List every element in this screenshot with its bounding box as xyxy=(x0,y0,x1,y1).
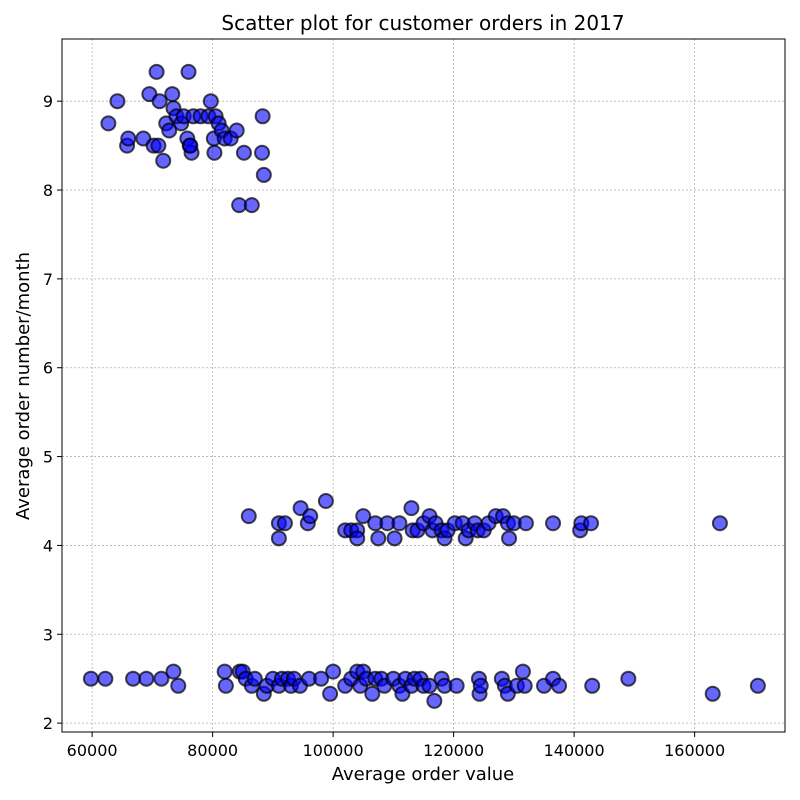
data-point xyxy=(270,530,287,547)
data-point xyxy=(254,144,271,161)
data-point xyxy=(153,670,170,687)
data-point xyxy=(255,166,272,183)
data-point xyxy=(161,122,178,139)
data-point xyxy=(180,63,197,80)
data-point xyxy=(472,677,489,694)
data-point xyxy=(240,508,257,525)
data-point xyxy=(97,670,114,687)
data-point xyxy=(206,144,223,161)
data-point xyxy=(302,508,319,525)
data-point xyxy=(584,677,601,694)
x-ticks: 60000 80000 100000 120000 140000 160000 xyxy=(67,732,725,760)
data-point xyxy=(170,677,187,694)
data-point xyxy=(322,685,339,702)
grid xyxy=(62,39,785,732)
data-point xyxy=(403,500,420,517)
data-point xyxy=(202,93,219,110)
y-tick-label: 8 xyxy=(43,181,53,200)
y-tick-label: 6 xyxy=(43,359,53,378)
data-point xyxy=(151,93,168,110)
x-tick-label: 80000 xyxy=(187,741,238,760)
x-tick-label: 60000 xyxy=(67,741,118,760)
data-point xyxy=(246,670,263,687)
x-tick-label: 120000 xyxy=(423,741,484,760)
data-point xyxy=(355,508,372,525)
data-point xyxy=(313,670,330,687)
data-point xyxy=(125,670,142,687)
data-point xyxy=(514,663,531,680)
data-point xyxy=(620,670,637,687)
data-point xyxy=(516,677,533,694)
data-point xyxy=(276,515,293,532)
data-point xyxy=(749,677,766,694)
data-point xyxy=(349,530,366,547)
data-point xyxy=(243,197,260,214)
data-point xyxy=(235,144,252,161)
y-tick-label: 7 xyxy=(43,270,53,289)
y-axis-label: Average order number/month xyxy=(13,252,34,520)
data-point xyxy=(517,515,534,532)
x-tick-label: 140000 xyxy=(544,741,605,760)
y-tick-label: 2 xyxy=(43,714,53,733)
y-ticks: 2 3 4 5 6 7 8 9 xyxy=(43,92,62,733)
data-point xyxy=(165,663,182,680)
x-tick-label: 160000 xyxy=(664,741,725,760)
data-point xyxy=(317,493,334,509)
data-point xyxy=(100,115,117,132)
plot-frame xyxy=(61,38,786,733)
x-tick-label: 100000 xyxy=(303,741,364,760)
data-point xyxy=(182,137,199,154)
y-tick-label: 4 xyxy=(43,536,53,555)
data-point xyxy=(148,63,165,80)
chart-title: Scatter plot for customer orders in 2017 xyxy=(221,11,624,35)
data-point xyxy=(164,86,181,103)
data-point xyxy=(109,93,126,110)
data-point xyxy=(150,137,167,154)
data-point xyxy=(228,122,245,139)
data-point xyxy=(421,677,438,694)
data-point xyxy=(254,108,271,125)
data-point xyxy=(582,515,599,532)
data-points xyxy=(82,63,766,709)
data-point xyxy=(711,515,728,532)
y-tick-label: 5 xyxy=(43,448,53,467)
data-point xyxy=(386,530,403,547)
data-point xyxy=(545,515,562,532)
data-point xyxy=(82,670,99,687)
data-point xyxy=(501,530,518,547)
data-point xyxy=(426,692,443,709)
y-tick-label: 3 xyxy=(43,625,53,644)
data-point xyxy=(216,663,233,680)
y-tick-label: 9 xyxy=(43,92,53,111)
data-point xyxy=(704,685,721,702)
data-point xyxy=(551,677,568,694)
data-point xyxy=(364,685,381,702)
data-point xyxy=(370,530,387,547)
data-point xyxy=(217,677,234,694)
data-point xyxy=(138,670,155,687)
data-point xyxy=(391,515,408,532)
data-point xyxy=(120,130,137,147)
x-axis-label: Average order value xyxy=(332,764,515,785)
data-point xyxy=(325,663,342,680)
data-point xyxy=(448,677,465,694)
data-point xyxy=(155,152,172,169)
